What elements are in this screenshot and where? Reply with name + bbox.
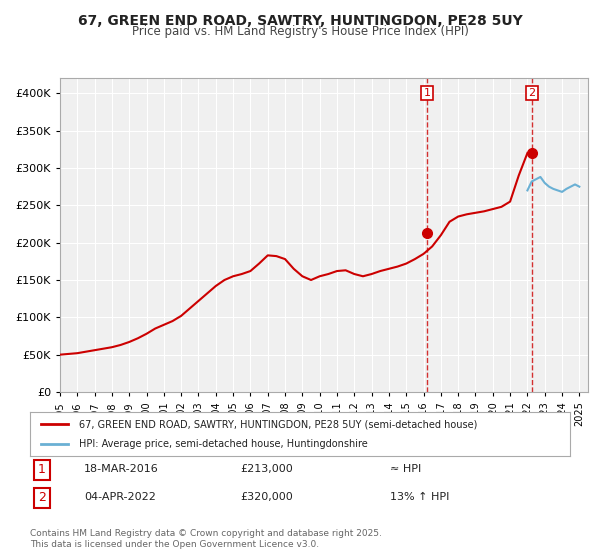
Text: 1: 1 [38, 463, 46, 477]
Text: 13% ↑ HPI: 13% ↑ HPI [390, 492, 449, 502]
Text: 18-MAR-2016: 18-MAR-2016 [84, 464, 159, 474]
Text: 67, GREEN END ROAD, SAWTRY, HUNTINGDON, PE28 5UY (semi-detached house): 67, GREEN END ROAD, SAWTRY, HUNTINGDON, … [79, 419, 477, 429]
Text: Contains HM Land Registry data © Crown copyright and database right 2025.
This d: Contains HM Land Registry data © Crown c… [30, 529, 382, 549]
Text: £320,000: £320,000 [240, 492, 293, 502]
Text: ≈ HPI: ≈ HPI [390, 464, 421, 474]
Text: £213,000: £213,000 [240, 464, 293, 474]
Text: Price paid vs. HM Land Registry's House Price Index (HPI): Price paid vs. HM Land Registry's House … [131, 25, 469, 38]
Text: HPI: Average price, semi-detached house, Huntingdonshire: HPI: Average price, semi-detached house,… [79, 439, 367, 449]
Text: 2: 2 [38, 491, 46, 505]
Text: 1: 1 [424, 88, 431, 98]
Text: 2: 2 [529, 88, 535, 98]
Text: 67, GREEN END ROAD, SAWTRY, HUNTINGDON, PE28 5UY: 67, GREEN END ROAD, SAWTRY, HUNTINGDON, … [77, 14, 523, 28]
Text: 04-APR-2022: 04-APR-2022 [84, 492, 156, 502]
